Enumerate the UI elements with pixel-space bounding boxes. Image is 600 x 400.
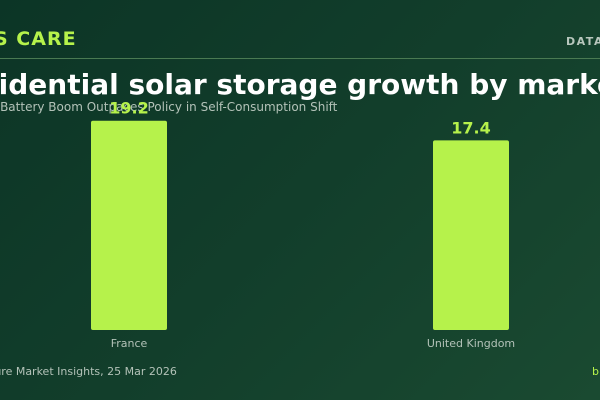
category-label: France (111, 337, 148, 350)
brand-logo-text: S CARE (0, 28, 77, 50)
data-label: 19.2 (109, 99, 148, 118)
chart-title: sidential solar storage growth by market (0, 68, 600, 101)
data-label: 17.4 (451, 118, 490, 137)
bar-france (91, 120, 167, 330)
bar-united-kingdom (433, 140, 509, 330)
category-label: United Kingdom (427, 337, 515, 350)
section-label: DATA (566, 35, 600, 48)
header-divider (0, 58, 600, 59)
source-note: ture Market Insights, 25 Mar 2026 (0, 365, 177, 378)
footer-right-text: b (592, 365, 599, 378)
chart-subtitle: s Battery Boom Outpaces Policy in Self-C… (0, 100, 338, 114)
